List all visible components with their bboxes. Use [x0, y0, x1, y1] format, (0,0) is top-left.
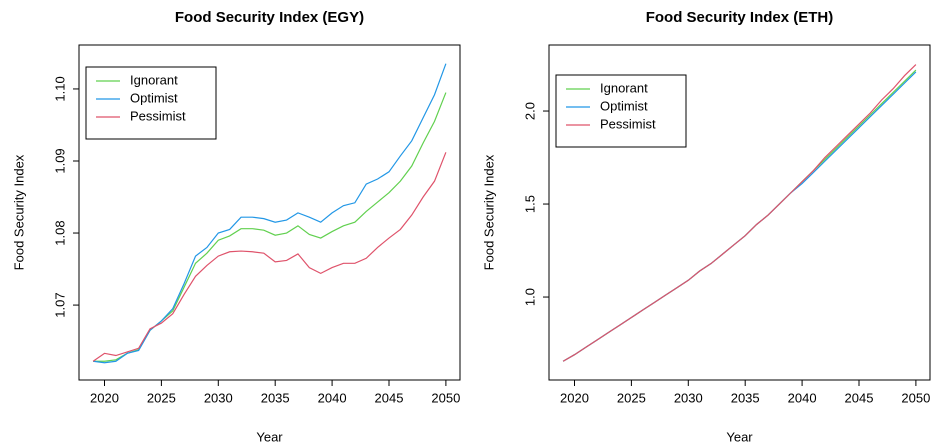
series-line — [93, 63, 447, 364]
y-tick-label: 1.08 — [52, 220, 67, 245]
x-tick-label: 2040 — [318, 390, 347, 405]
legend-label: Optimist — [600, 98, 648, 113]
legend-label: Ignorant — [600, 80, 648, 95]
x-tick-label: 2045 — [845, 390, 874, 405]
legend-label: Optimist — [130, 90, 178, 105]
x-tick-label: 2025 — [147, 390, 176, 405]
x-tick-label: 2030 — [674, 390, 703, 405]
x-axis-label: Year — [256, 429, 283, 444]
series-line — [562, 64, 917, 362]
y-tick-label: 1.0 — [522, 288, 537, 306]
x-tick-label: 2050 — [901, 390, 930, 405]
x-tick-label: 2030 — [204, 390, 233, 405]
y-axis-label: Food Security Index — [11, 154, 26, 270]
x-axis-label: Year — [726, 429, 753, 444]
x-tick-label: 2040 — [788, 390, 817, 405]
x-tick-label: 2020 — [560, 390, 589, 405]
series-line — [92, 152, 447, 362]
x-tick-label: 2035 — [731, 390, 760, 405]
legend-box — [555, 74, 687, 148]
y-tick-label: 1.5 — [522, 195, 537, 213]
y-tick-label: 2.0 — [522, 102, 537, 120]
y-tick-label: 1.07 — [52, 292, 67, 317]
x-tick-label: 2050 — [431, 390, 460, 405]
x-tick-label: 2035 — [261, 390, 290, 405]
legend-box — [85, 66, 217, 140]
chart-title: Food Security Index (EGY) — [175, 9, 364, 26]
y-tick-label: 1.09 — [52, 148, 67, 173]
chart-title: Food Security Index (ETH) — [646, 9, 834, 26]
legend-label: Pessimist — [600, 116, 656, 131]
x-tick-label: 2045 — [375, 390, 404, 405]
legend-label: Ignorant — [130, 72, 178, 87]
x-tick-label: 2020 — [90, 390, 119, 405]
y-tick-label: 1.10 — [52, 76, 67, 101]
x-tick-label: 2025 — [617, 390, 646, 405]
y-axis-label: Food Security Index — [481, 154, 496, 270]
legend-label: Pessimist — [130, 108, 186, 123]
